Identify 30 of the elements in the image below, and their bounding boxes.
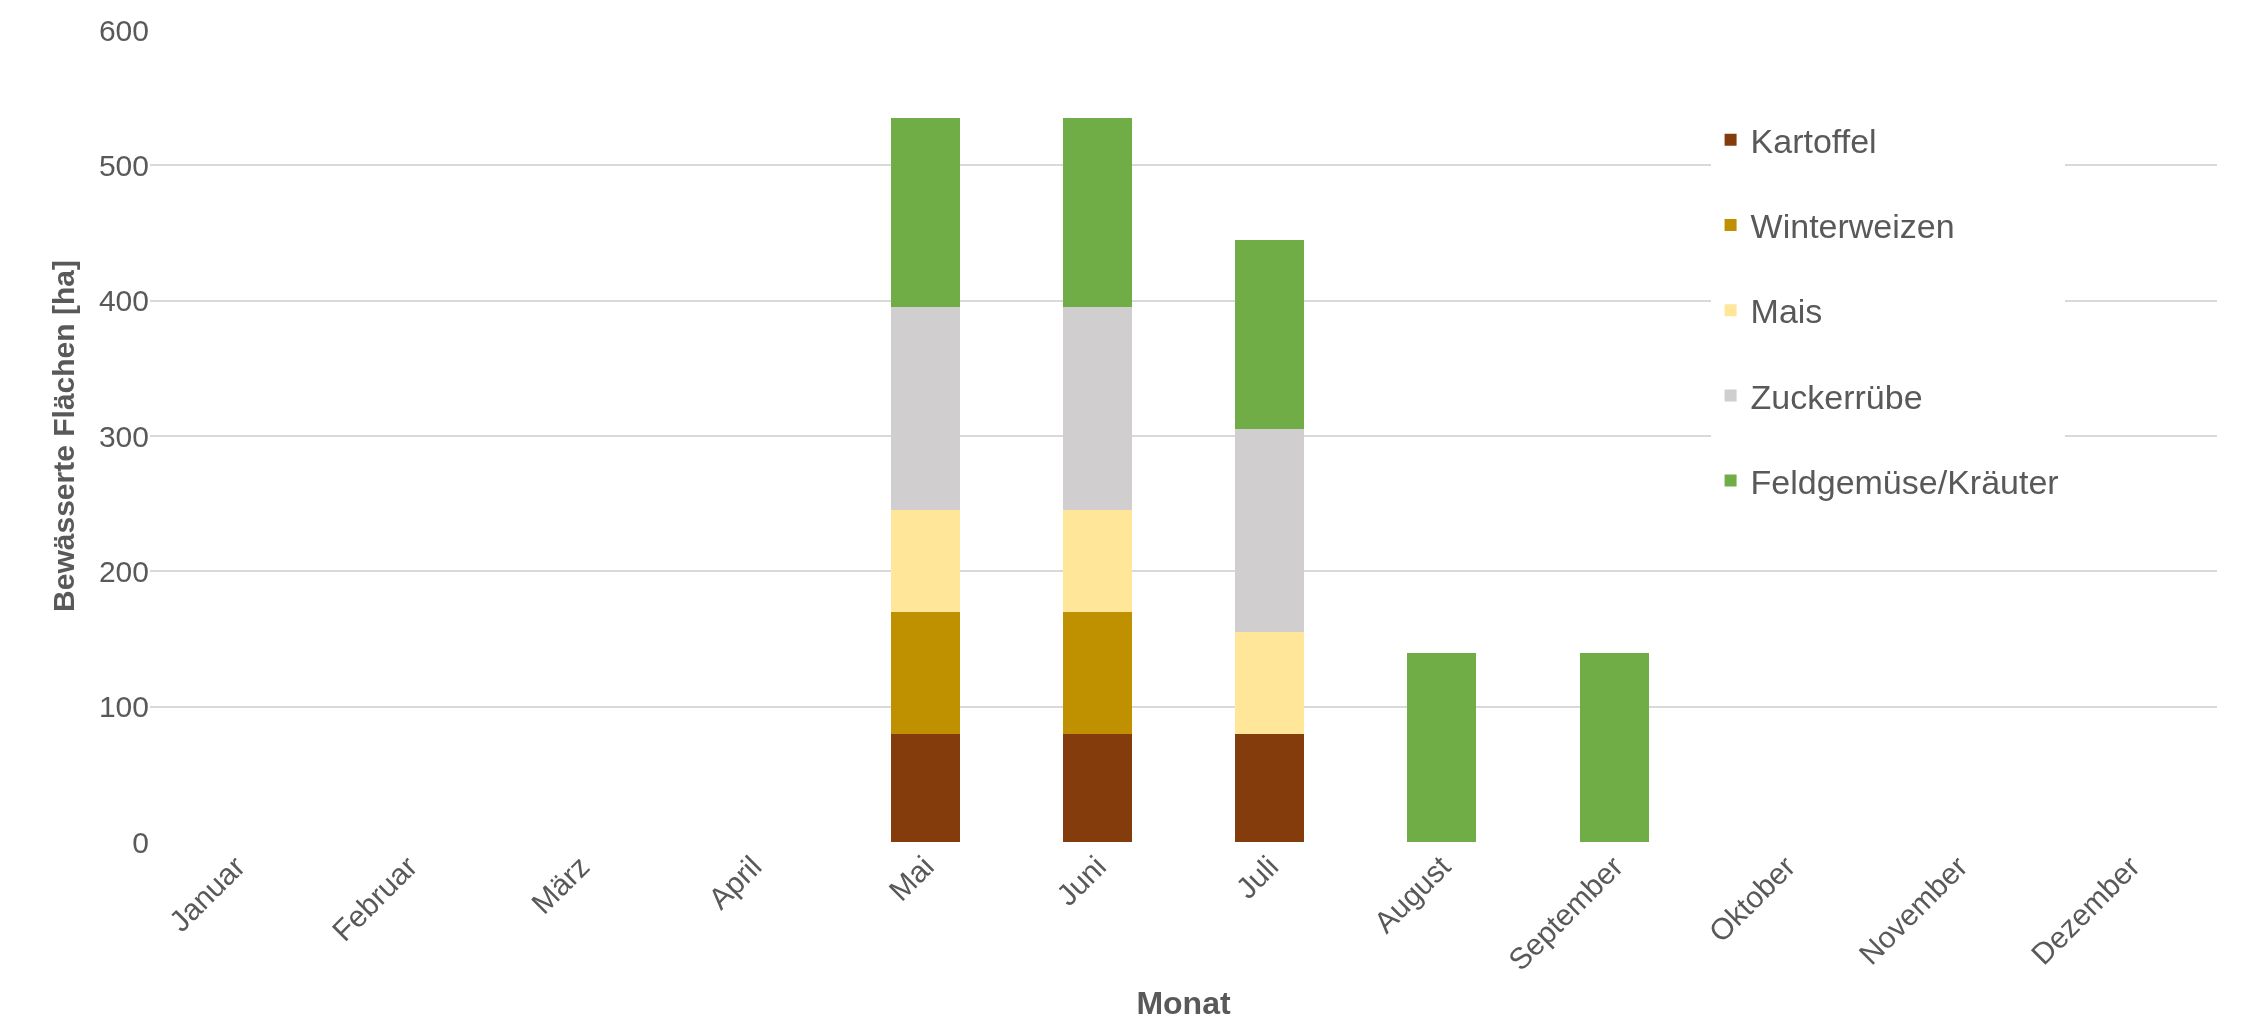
x-tick-label: Juli: [1229, 849, 1285, 905]
legend-label: Mais: [1750, 292, 1823, 331]
y-tick-label: 100: [98, 690, 149, 724]
y-tick-label: 0: [132, 825, 149, 859]
y-tick-label: 500: [98, 148, 149, 182]
bar: [1235, 632, 1305, 734]
bar: [1407, 652, 1477, 842]
y-tick-label: 400: [98, 284, 149, 318]
y-axis-title: Bewässerte Flächen [ha]: [46, 260, 80, 612]
x-tick-label: Juni: [1049, 849, 1113, 912]
bar: [1062, 611, 1132, 734]
bar: [890, 733, 960, 842]
legend-label: Feldgemüse/Kräuter: [1750, 462, 2059, 501]
y-tick-label: 300: [98, 419, 149, 453]
bar: [890, 611, 960, 734]
bar: [1235, 239, 1305, 430]
bar: [890, 117, 960, 308]
x-axis-title: Monat: [1136, 984, 1231, 1021]
bar: [1235, 733, 1305, 842]
bar: [890, 510, 960, 612]
bar: [1062, 117, 1132, 308]
bar: [1062, 510, 1132, 612]
y-tick-label: 200: [98, 554, 149, 588]
bar: [1062, 733, 1132, 842]
x-tick-label: Mai: [882, 849, 940, 908]
y-tick-label: 600: [98, 13, 149, 47]
legend-label: Kartoffel: [1750, 122, 1877, 161]
bar: [1579, 652, 1649, 842]
legend-label: Zuckerrübe: [1750, 377, 1923, 416]
legend-label: Winterweizen: [1750, 207, 1955, 246]
